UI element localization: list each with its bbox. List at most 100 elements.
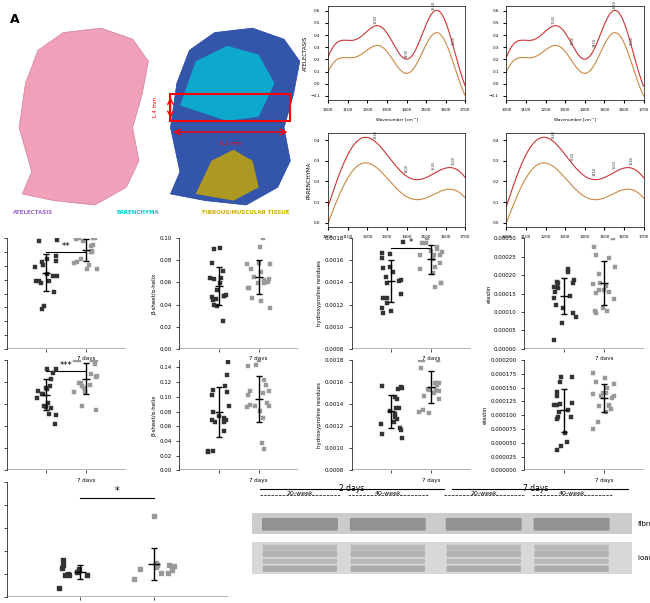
Y-axis label: elastin: elastin	[486, 285, 491, 303]
Point	[91, 355, 101, 365]
Point	[264, 402, 274, 411]
Point	[265, 259, 275, 268]
Point	[34, 276, 44, 285]
Point	[33, 386, 44, 396]
X-axis label: Wavenumber [cm⁻¹]: Wavenumber [cm⁻¹]	[554, 244, 596, 248]
Point	[562, 437, 573, 447]
Y-axis label: elastin: elastin	[483, 406, 488, 425]
Point	[395, 423, 406, 432]
Text: 40-week: 40-week	[558, 491, 585, 496]
Text: Control 20+4T1: Control 20+4T1	[366, 10, 416, 16]
Point	[243, 283, 254, 293]
FancyBboxPatch shape	[534, 558, 609, 564]
Y-axis label: β-sheet/α-helix: β-sheet/α-helix	[151, 394, 157, 436]
Point	[571, 312, 581, 322]
Point	[218, 417, 229, 427]
FancyBboxPatch shape	[350, 545, 425, 550]
Text: PARENCHYMA: PARENCHYMA	[117, 210, 160, 215]
Point	[215, 278, 226, 288]
Point	[393, 277, 404, 286]
FancyBboxPatch shape	[263, 558, 337, 564]
Point	[415, 250, 425, 259]
Point	[592, 288, 602, 297]
Point	[388, 267, 398, 277]
Point	[51, 365, 61, 374]
Polygon shape	[170, 28, 300, 205]
Point	[381, 273, 391, 282]
Point	[604, 400, 614, 410]
Point	[609, 294, 619, 303]
Point	[259, 279, 269, 288]
Text: 1640: 1640	[630, 36, 634, 45]
Point	[567, 398, 578, 408]
Point	[598, 388, 608, 398]
Point	[435, 250, 445, 260]
Text: 1540: 1540	[432, 161, 436, 170]
Text: D: D	[10, 363, 20, 376]
Point	[429, 250, 439, 260]
Point	[551, 277, 562, 287]
Point	[376, 248, 387, 258]
Y-axis label: β-sheet/α-helix: β-sheet/α-helix	[151, 273, 157, 314]
Point	[209, 245, 220, 254]
Text: 1640: 1640	[452, 36, 456, 45]
Point	[34, 236, 44, 246]
Point	[432, 242, 442, 252]
Point	[52, 271, 62, 281]
Point	[77, 381, 87, 391]
Point	[42, 270, 52, 279]
Point	[563, 267, 573, 277]
Point	[203, 446, 213, 455]
Point	[261, 380, 272, 390]
Point	[89, 233, 99, 243]
Point	[36, 257, 47, 267]
Point	[86, 241, 97, 251]
Point	[49, 287, 59, 297]
Text: 1,4 mm: 1,4 mm	[153, 97, 158, 118]
Point	[551, 300, 562, 310]
Point	[424, 385, 434, 395]
Point	[84, 260, 94, 270]
Point	[604, 253, 614, 263]
Point	[588, 279, 598, 289]
Point	[57, 555, 68, 564]
Point	[155, 569, 166, 578]
Point	[69, 387, 79, 397]
Point	[415, 264, 425, 274]
Polygon shape	[19, 28, 148, 205]
Point	[90, 405, 101, 415]
Text: *: *	[410, 238, 413, 247]
Point	[79, 388, 90, 397]
Point	[436, 278, 446, 288]
Point	[205, 273, 216, 283]
Point	[257, 438, 267, 447]
Point	[254, 258, 264, 268]
Point	[42, 384, 52, 393]
Text: 7 days: 7 days	[523, 484, 549, 493]
Point	[590, 306, 601, 316]
Point	[207, 258, 217, 268]
Point	[211, 302, 222, 311]
Point	[259, 444, 269, 453]
Point	[254, 355, 265, 365]
Bar	[170, 95, 291, 121]
Point	[552, 387, 562, 397]
Point	[51, 235, 62, 245]
Point	[221, 290, 231, 300]
Point	[415, 355, 426, 365]
Point	[208, 407, 218, 417]
Point	[214, 243, 225, 253]
Point	[222, 370, 233, 380]
Point	[385, 406, 396, 416]
Text: 6,3 mm: 6,3 mm	[220, 141, 241, 146]
Text: B: B	[332, 13, 341, 26]
Point	[82, 264, 92, 273]
Text: PARENCHYMA: PARENCHYMA	[10, 383, 19, 447]
Text: 40-week: 40-week	[374, 491, 401, 496]
Point	[38, 260, 48, 270]
Point	[219, 413, 229, 423]
Point	[549, 335, 559, 344]
Text: 1240: 1240	[551, 130, 555, 139]
Point	[396, 276, 406, 285]
Point	[434, 387, 444, 396]
